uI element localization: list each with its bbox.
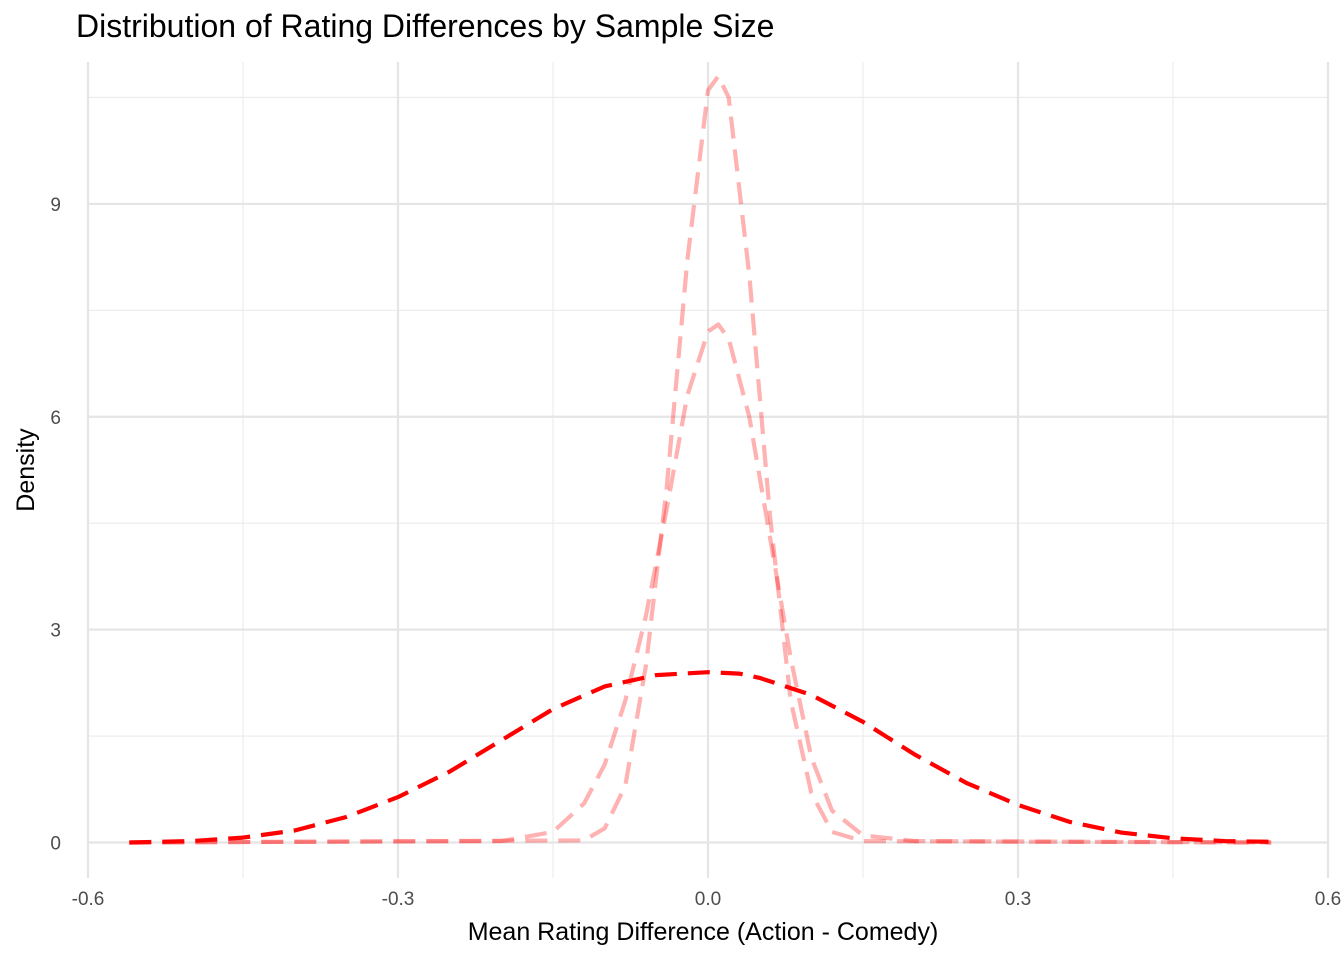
chart-title: Distribution of Rating Differences by Sa… (76, 8, 775, 44)
x-tick-label: 0.6 (1315, 889, 1341, 910)
y-tick-labels: 0 3 6 9 (50, 195, 61, 855)
y-tick-label: 9 (50, 195, 61, 216)
x-tick-label: -0.3 (382, 889, 415, 910)
x-tick-label: -0.6 (72, 889, 105, 910)
density-line-1 (129, 670, 1272, 845)
y-tick-label: 3 (50, 621, 61, 642)
density-line-2 (129, 322, 1272, 845)
x-tick-label: 0.3 (1005, 889, 1031, 910)
x-tick-label: 0.0 (695, 889, 721, 910)
x-tick-labels: -0.6 -0.3 0.0 0.3 0.6 (72, 889, 1342, 910)
x-axis-title: Mean Rating Difference (Action - Comedy) (468, 918, 939, 946)
y-axis-title: Density (12, 428, 40, 512)
series-layer (129, 74, 1272, 845)
y-tick-label: 6 (50, 408, 61, 429)
y-tick-label: 0 (50, 834, 61, 855)
density-line-3 (129, 74, 1272, 845)
major-gridlines (86, 62, 1330, 878)
